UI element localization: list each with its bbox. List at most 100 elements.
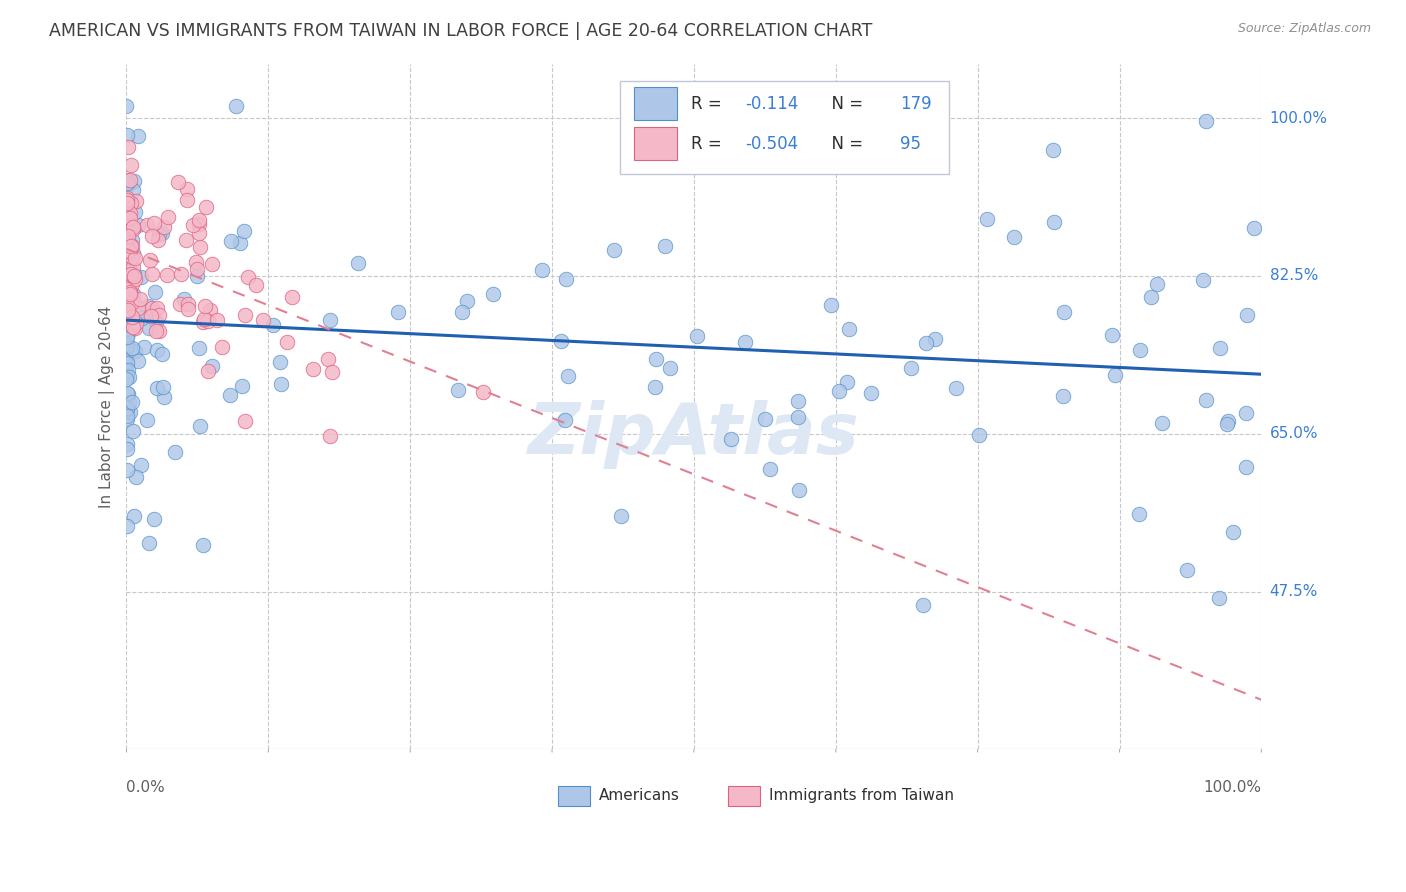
Point [115,363,138,377]
Text: AMERICAN VS IMMIGRANTS FROM TAIWAN IN LABOR FORCE | AGE 20-64 CORRELATION CHART: AMERICAN VS IMMIGRANTS FROM TAIWAN IN LA… [49,22,873,40]
Point [276,335,298,350]
Point [122,320,145,334]
Point [124,205,146,219]
Point [720,432,742,446]
Point [117,236,139,251]
Point [1216,414,1239,428]
Point [169,267,191,281]
Point [115,193,138,207]
Point [115,211,138,226]
Text: 0.0%: 0.0% [127,780,166,795]
Text: 100.0%: 100.0% [1204,780,1261,795]
Text: N =: N = [821,95,869,113]
Point [115,291,138,305]
Point [1209,341,1232,355]
Point [787,483,810,497]
Point [115,314,138,328]
Point [456,294,478,309]
Point [967,428,990,442]
Point [205,312,228,326]
Point [115,338,138,352]
Point [125,309,148,323]
Text: 47.5%: 47.5% [1270,584,1317,599]
Point [115,342,138,356]
Point [201,359,224,373]
Point [118,260,141,275]
Point [117,244,139,258]
Point [232,223,254,237]
Point [347,255,370,269]
Point [554,413,576,427]
Point [193,299,215,313]
Point [1234,406,1257,420]
Point [120,267,142,281]
Point [115,191,138,205]
Point [153,220,176,235]
Point [976,211,998,226]
Point [138,535,160,549]
Point [122,267,145,281]
Point [1194,393,1216,408]
Point [176,194,198,208]
Point [118,369,141,384]
Point [143,216,166,230]
Point [121,395,143,409]
Point [754,412,776,426]
Point [1222,525,1244,540]
Text: Immigrants from Taiwan: Immigrants from Taiwan [769,789,953,804]
Point [148,324,170,338]
Point [121,277,143,291]
Point [122,220,145,235]
Point [121,239,143,253]
Point [911,599,934,613]
Point [121,250,143,264]
Point [115,324,138,338]
Point [1104,368,1126,382]
Point [115,372,138,386]
Point [450,305,472,319]
Point [117,298,139,312]
Point [1129,343,1152,357]
Point [115,178,138,193]
Point [115,330,138,344]
Point [1216,417,1239,431]
Point [169,296,191,310]
Point [197,364,219,378]
Point [115,330,138,344]
Point [115,337,138,351]
Text: 179: 179 [900,95,932,113]
Point [188,240,211,254]
Point [117,209,139,223]
Point [155,268,177,283]
Point [725,158,748,172]
Point [115,442,138,457]
Point [121,310,143,325]
Point [1140,290,1163,304]
Point [122,294,145,309]
Point [118,285,141,299]
Point [1128,507,1150,521]
Point [115,338,138,352]
Point [118,405,141,419]
Point [148,227,170,242]
Point [557,369,579,384]
Point [115,288,138,302]
Bar [728,787,759,805]
Point [138,321,160,335]
Point [115,352,138,367]
Point [828,384,851,398]
Point [924,332,946,346]
Point [145,324,167,338]
Point [127,301,149,315]
Point [115,99,138,113]
Point [302,362,325,376]
Text: N =: N = [821,136,869,153]
Point [118,244,141,258]
Point [117,306,139,320]
Point [188,341,211,355]
Point [211,340,233,354]
Bar [634,87,676,120]
Point [141,301,163,315]
Point [231,379,253,393]
Point [1152,416,1174,430]
